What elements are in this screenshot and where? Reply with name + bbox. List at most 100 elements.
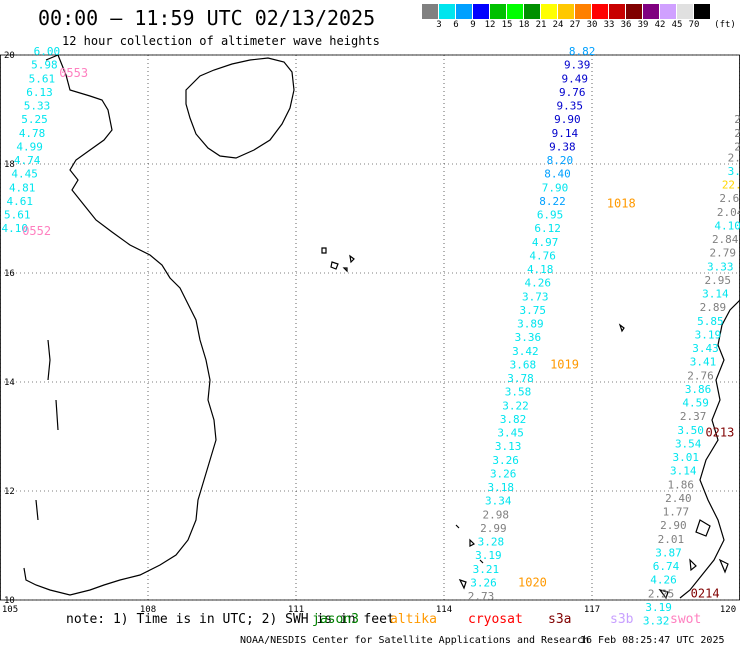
legend-swatch xyxy=(490,4,507,19)
wave-height-value: 4.45 xyxy=(11,168,38,181)
legend-swatch xyxy=(473,4,490,19)
wave-height-value: 3.54 xyxy=(675,437,702,450)
lon-tick-label: 111 xyxy=(288,605,304,615)
wave-height-value: 3.87 xyxy=(655,546,682,559)
legend-tick: 42 xyxy=(654,20,666,30)
pass-ids: 0553 0552 1018 1019 1020 0213 0214 xyxy=(22,66,734,600)
wave-height-value: 2.89 xyxy=(700,301,727,314)
wave-height-value: 3.50 xyxy=(677,424,704,437)
legend-swatch xyxy=(677,4,694,19)
lon-tick-label: 117 xyxy=(584,605,600,615)
wave-height-value: 3.19 xyxy=(475,549,502,562)
wave-height-value: 3.45 xyxy=(497,427,524,440)
wave-height-value: 4.10 xyxy=(2,222,29,235)
pass-id-label: 0214 xyxy=(691,586,720,600)
wave-height-value: 2.40 xyxy=(665,492,692,505)
wave-height-value: 2.95 xyxy=(705,274,732,287)
legend-tick: 27 xyxy=(569,20,581,30)
wave-height-value: 3.26 xyxy=(470,576,497,589)
wave-height-value: 9.39 xyxy=(564,59,591,72)
wave-height-value: 3.33 xyxy=(707,260,734,273)
wave-height-value: 2.01 xyxy=(658,533,685,546)
wave-height-value: 4.18 xyxy=(527,263,554,276)
wave-height-value: 6.12 xyxy=(534,222,561,235)
wave-height-value: 9.49 xyxy=(561,72,588,85)
wave-height-value: 1.77 xyxy=(663,506,690,519)
wave-height-value: 6.95 xyxy=(537,209,564,222)
wave-height-value: 9.14 xyxy=(552,127,579,140)
wave-height-value: 3.34 xyxy=(485,495,512,508)
legend-labels: 3 6 9 12 15 18 21 24 27 30 33 36 39 42 45 70 (ft) xyxy=(422,19,740,31)
wave-height-value: 4.76 xyxy=(529,249,556,262)
satellite-cryosat: cryosat xyxy=(468,612,523,627)
wave-height-value: 9.76 xyxy=(559,86,586,99)
legend-tick: 3 xyxy=(436,20,442,30)
wave-height-value: 3.21 xyxy=(473,563,500,576)
wave-height-value: 2 xyxy=(734,140,740,153)
coastline xyxy=(23,54,740,600)
wave-height-value: 2.25 xyxy=(648,587,675,600)
wave-height-value: 3.26 xyxy=(490,467,517,480)
wave-height-value: 3.28 xyxy=(478,536,505,549)
wave-height-value: 6.00 xyxy=(34,45,61,58)
legend-swatch xyxy=(541,4,558,19)
legend-swatch xyxy=(592,4,609,19)
lon-tick-label: 120 xyxy=(720,605,736,615)
wave-height-value: 5.98 xyxy=(31,59,58,72)
wave-height-value: 8.40 xyxy=(544,168,571,181)
wave-height-value: 3.0 xyxy=(728,165,740,178)
wave-height-value: 3.89 xyxy=(517,318,544,331)
map-subtitle: 12 hour collection of altimeter wave hei… xyxy=(62,34,380,48)
grid-lines xyxy=(0,54,740,601)
legend-swatch xyxy=(575,4,592,19)
wave-height-value: 9.38 xyxy=(549,140,576,153)
legend-tick: 9 xyxy=(470,20,476,30)
altimeter-tracks: 6.005.985.616.135.335.254.784.994.744.45… xyxy=(2,45,740,628)
wave-height-value: 2.98 xyxy=(483,508,510,521)
legend-swatch xyxy=(507,4,524,19)
axis-labels: 105 108 111 114 117 120 20 18 16 14 12 10 xyxy=(2,51,736,615)
wave-height-value: 3.36 xyxy=(515,331,542,344)
wave-height-value: 5.25 xyxy=(21,113,48,126)
legend-tick: 15 xyxy=(501,20,513,30)
wave-height-value: 4.26 xyxy=(524,277,551,290)
pass-id-label: 0213 xyxy=(705,426,734,440)
legend-tick: 36 xyxy=(620,20,632,30)
pass-id-label: 0553 xyxy=(59,66,88,80)
wave-height-value: 4.26 xyxy=(650,574,677,587)
wave-height-value: 5.61 xyxy=(29,72,56,85)
wave-height-value: 3.78 xyxy=(507,372,534,385)
wave-height-value: 4.10 xyxy=(714,219,740,232)
wave-height-value: 6.13 xyxy=(26,86,53,99)
wave-height-value: 2.84 xyxy=(712,233,739,246)
wave-height-value: 6.74 xyxy=(653,560,680,573)
legend-swatch xyxy=(558,4,575,19)
wave-height-value: 4.78 xyxy=(19,127,46,140)
wave-height-value: 2.99 xyxy=(480,522,507,535)
lat-tick-label: 18 xyxy=(4,160,15,170)
legend-swatch xyxy=(456,4,473,19)
wave-height-value: 3.14 xyxy=(670,465,697,478)
luzon-coastline xyxy=(679,299,740,599)
lat-tick-label: 14 xyxy=(4,378,15,388)
wave-height-value: 2.8 xyxy=(728,151,740,164)
satellite-swot: swot xyxy=(670,612,702,627)
lon-tick-label: 108 xyxy=(140,605,156,615)
coastal-islands xyxy=(35,339,59,521)
wave-height-value: 7.90 xyxy=(542,181,569,194)
satellite-s3a: s3a xyxy=(548,612,572,627)
legend-tick: 24 xyxy=(552,20,564,30)
legend-swatches xyxy=(422,4,740,19)
lat-tick-label: 20 xyxy=(4,51,15,61)
wave-height-value: 2 xyxy=(734,113,740,126)
wave-height-value: 3.73 xyxy=(522,290,549,303)
wave-height-value: 3.19 xyxy=(645,601,672,614)
wave-height-value: 8.20 xyxy=(547,154,574,167)
legend-tick: 33 xyxy=(603,20,615,30)
legend-tick: 6 xyxy=(453,20,459,30)
wave-height-value: 8.82 xyxy=(569,45,596,58)
map-title: 00:00 – 11:59 UTC 02/13/2025 xyxy=(38,6,376,30)
wave-height-value: 4.74 xyxy=(14,154,41,167)
legend-tick: 70 xyxy=(688,20,700,30)
satellite-altika: altika xyxy=(390,612,437,627)
